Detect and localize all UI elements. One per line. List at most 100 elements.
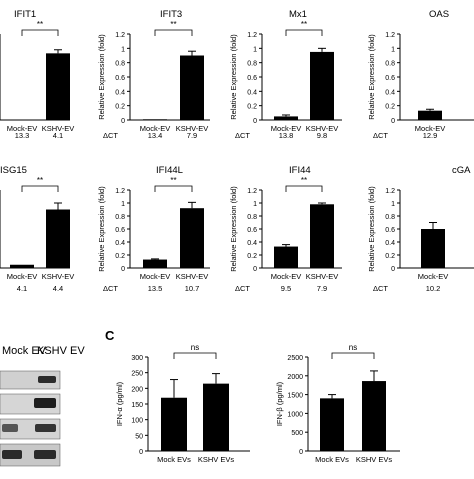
y-tick-label: 1 (391, 46, 395, 53)
y-tick-label: 0 (391, 266, 395, 273)
dct-value: 13.5 (148, 284, 163, 293)
blot-label-kshv: KSHV EV (37, 345, 85, 357)
western-blot: Mock EV KSHV EV (0, 345, 85, 467)
category-label: KSHV-EV (42, 124, 75, 133)
bar (10, 264, 34, 268)
category-label: KSHV-EV (306, 272, 339, 281)
category-label: Mock-EV (271, 124, 301, 133)
y-tick-label: 0.4 (247, 240, 257, 247)
y-tick-label: 0.4 (115, 240, 125, 247)
dct-label: ΔCT (103, 284, 118, 293)
y-tick-label: 0.6 (247, 227, 257, 234)
chart-title: OAS (429, 9, 449, 20)
blot-band (35, 424, 56, 432)
y-axis-label: Relative Expression (fold) (229, 186, 238, 272)
y-tick-label: 0 (391, 118, 395, 125)
y-tick-label: 2500 (287, 355, 303, 362)
category-label: Mock-EV (140, 124, 170, 133)
y-tick-label: 0.4 (385, 240, 395, 247)
blot-band (34, 398, 56, 408)
significance-bracket (21, 185, 59, 192)
dct-label: ΔCT (103, 131, 118, 140)
y-axis-label: IFN-β (pg/ml) (275, 381, 284, 426)
significance-label: ** (170, 176, 176, 185)
y-tick-label: 0.4 (247, 89, 257, 96)
bar (203, 383, 229, 451)
dct-value: 4.1 (17, 284, 27, 293)
dct-label: ΔCT (235, 284, 250, 293)
y-axis-label: Relative Expression (fold) (367, 186, 376, 272)
y-tick-label: 0 (253, 118, 257, 125)
dct-label: ΔCT (235, 131, 250, 140)
y-tick-label: 1.2 (115, 32, 125, 39)
category-label: Mock-EV (140, 272, 170, 281)
dct-value: 9.8 (317, 131, 327, 140)
panel-label-c: C (105, 328, 115, 343)
significance-bracket (154, 29, 193, 36)
blot-band (2, 424, 18, 432)
y-axis-label: IFN-α (pg/ml) (115, 381, 124, 426)
y-tick-label: 500 (291, 430, 303, 437)
y-tick-label: 0.8 (385, 214, 395, 221)
y-tick-label: 0.8 (247, 61, 257, 68)
y-axis-label: Relative Expression (fold) (97, 186, 106, 272)
bar (418, 110, 442, 120)
dct-label: ΔCT (373, 284, 388, 293)
significance-bracket (154, 185, 193, 192)
y-tick-label: 0.6 (247, 75, 257, 82)
y-tick-label: 200 (131, 386, 143, 393)
category-label: KSHV-EV (42, 272, 75, 281)
bar (180, 55, 204, 120)
y-tick-label: 0.4 (385, 89, 395, 96)
y-tick-label: 0 (121, 118, 125, 125)
bar (143, 119, 167, 120)
category-label: Mock EVs (315, 455, 349, 464)
dct-value: 7.9 (317, 284, 327, 293)
y-tick-label: 0 (121, 266, 125, 273)
y-tick-label: 0.8 (115, 61, 125, 68)
y-tick-label: 0.2 (247, 253, 257, 260)
dct-value: 4.1 (53, 131, 63, 140)
chart-title: Mx1 (289, 9, 307, 20)
blot-band (34, 450, 56, 459)
y-tick-label: 1.2 (247, 188, 257, 195)
chart-title: IFIT1 (14, 9, 36, 20)
y-tick-label: 0.2 (247, 104, 257, 111)
chart-title: IFIT3 (160, 9, 182, 20)
y-tick-label: 300 (131, 355, 143, 362)
chart-title: IFI44 (289, 165, 311, 176)
y-axis-label: Relative Expression (fold) (367, 34, 376, 120)
significance-bracket (21, 29, 59, 36)
y-tick-label: 0.6 (385, 227, 395, 234)
chart-title: cGA (452, 165, 471, 176)
y-tick-label: 100 (131, 418, 143, 425)
y-tick-label: 0.4 (115, 89, 125, 96)
category-label: KSHV EVs (198, 455, 235, 464)
bar (46, 53, 70, 120)
y-tick-label: 1 (253, 46, 257, 53)
dct-value: 13.8 (279, 131, 294, 140)
bar (180, 208, 204, 268)
category-label: Mock-EV (418, 272, 448, 281)
y-tick-label: 0.6 (115, 227, 125, 234)
significance-bracket (173, 352, 217, 359)
blot-membrane-4 (0, 443, 61, 467)
dct-value: 13.3 (15, 131, 30, 140)
dct-value: 10.2 (426, 284, 441, 293)
bar (310, 51, 334, 120)
y-tick-label: 1 (121, 46, 125, 53)
dct-value: 4.4 (53, 284, 63, 293)
y-tick-label: 0.2 (385, 104, 395, 111)
dct-value: 10.7 (185, 284, 200, 293)
category-label: Mock-EV (271, 272, 301, 281)
y-tick-label: 0 (139, 449, 143, 456)
y-tick-label: 0.8 (115, 214, 125, 221)
blot-band (38, 376, 56, 383)
y-tick-label: 0 (253, 266, 257, 273)
significance-label: ** (301, 176, 307, 185)
y-tick-label: 0.8 (385, 61, 395, 68)
bar (274, 116, 298, 120)
y-tick-label: 150 (131, 402, 143, 409)
category-label: Mock-EV (7, 124, 37, 133)
category-label: KSHV-EV (306, 124, 339, 133)
